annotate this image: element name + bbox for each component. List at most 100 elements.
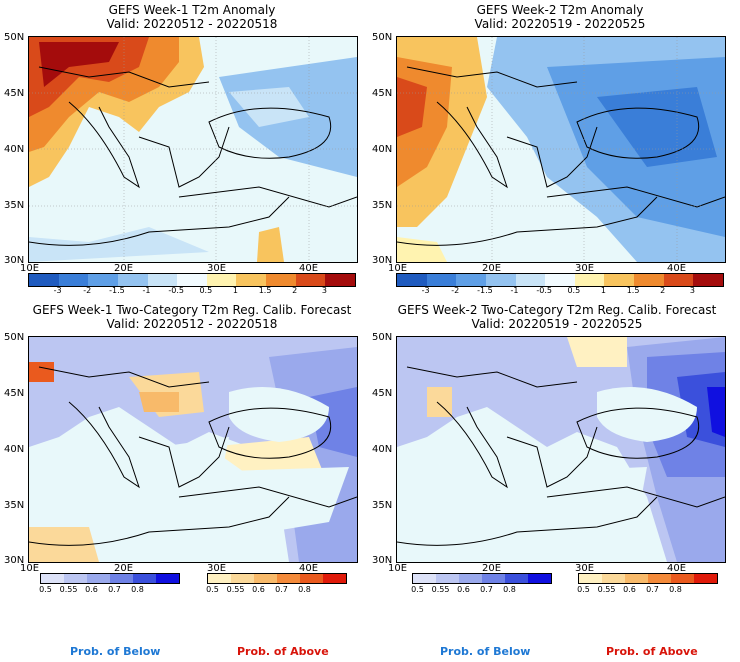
p1-lon-30: 30E [207, 263, 227, 274]
colorbar-swatch [648, 574, 671, 583]
colorbar-swatch [663, 274, 694, 286]
p4-lat-40: 40N [372, 444, 393, 455]
panel3-title: GEFS Week-1 Two-Category T2m Reg. Calib.… [8, 303, 376, 331]
colorbar-swatch [206, 274, 237, 286]
colorbar-swatch [266, 274, 296, 286]
colorbar-tick-label: 1 [600, 286, 606, 295]
colorbar-tick-label: 0.8 [131, 585, 144, 594]
p2-lat-50: 50N [372, 32, 393, 43]
p2-lon-40: 40E [667, 263, 687, 274]
prob-below-caption-1: Prob. of Below [70, 645, 161, 658]
colorbar-tick-label: 0.8 [669, 585, 682, 594]
colorbar-swatch [133, 574, 156, 583]
colorbar-tick-label: -3 [53, 286, 62, 295]
panel2-map [396, 36, 726, 263]
colorbar-tick-label: 1.5 [258, 286, 272, 295]
p1-lon-10: 10E [20, 263, 40, 274]
p4-lon-10: 10E [388, 563, 408, 574]
p2-lon-10: 10E [388, 263, 408, 274]
colorbar-tick-label: -1.5 [477, 286, 493, 295]
colorbar-tick-label: 0.55 [431, 585, 450, 594]
colorbar-tick-label: 0.6 [457, 585, 470, 594]
p4-lat-45: 45N [372, 388, 393, 399]
colorbar-swatch [413, 574, 436, 583]
colorbar-tick-label: -3 [421, 286, 430, 295]
p2-lat-45: 45N [372, 88, 393, 99]
colorbar-tick-label: 2 [292, 286, 298, 295]
p1-lon-40: 40E [299, 263, 319, 274]
panel4-title-line2: Valid: 20220519 - 20220525 [471, 317, 643, 331]
colorbar-swatch [231, 574, 254, 583]
colorbar-tick-label: 0.5 [39, 585, 52, 594]
colorbar-tick-label: -1 [510, 286, 519, 295]
colorbar-swatch [117, 274, 148, 286]
colorbar-swatch [634, 274, 664, 286]
colorbar-swatch [515, 274, 546, 286]
p3-lat-40: 40N [4, 444, 25, 455]
colorbar-swatch [505, 574, 528, 583]
colorbar-swatch [397, 274, 427, 286]
panel3-map [28, 336, 358, 563]
colorbar-tick-label: 0.6 [85, 585, 98, 594]
p4-lat-30: 30N [372, 555, 393, 566]
colorbar-swatch [436, 574, 459, 583]
colorbar-tick-label: 3 [321, 286, 327, 295]
p1-lat-50: 50N [4, 32, 25, 43]
p3-lat-35: 35N [4, 500, 25, 511]
colorbar-swatch [41, 574, 64, 583]
colorbar-swatch [300, 574, 323, 583]
colorbar-tick-label: 0.7 [108, 585, 121, 594]
colorbar-tick-label: 0.7 [275, 585, 288, 594]
prob-above-caption-1: Prob. of Above [237, 645, 329, 658]
colorbar-swatch [485, 274, 516, 286]
colorbar-tick-label: -0.5 [168, 286, 184, 295]
colorbar-tick-label: 0.5 [577, 585, 590, 594]
p4-lat-50: 50N [372, 332, 393, 343]
prob-below-colorbar-2 [412, 573, 552, 584]
prob-above-caption-2: Prob. of Above [606, 645, 698, 658]
colorbar-swatch [156, 574, 179, 583]
prob-above-colorbar-1 [207, 573, 347, 584]
panel1-title-line2: Valid: 20220512 - 20220518 [106, 17, 278, 31]
colorbar-swatch [426, 274, 457, 286]
colorbar-tick-label: 0.7 [646, 585, 659, 594]
panel4-title-line1: GEFS Week-2 Two-Category T2m Reg. Calib.… [397, 303, 717, 317]
p4-lon-20: 20E [482, 563, 502, 574]
p2-lat-40: 40N [372, 144, 393, 155]
colorbar-swatch [325, 274, 355, 286]
anomaly-colorbar-2 [396, 273, 724, 287]
colorbar-tick-label: -2 [451, 286, 460, 295]
colorbar-swatch [323, 574, 346, 583]
colorbar-swatch [456, 274, 486, 286]
p1-lat-35: 35N [4, 200, 25, 211]
p3-lat-30: 30N [4, 555, 25, 566]
colorbar-swatch [579, 574, 602, 583]
panel1-title-line1: GEFS Week-1 T2m Anomaly [108, 3, 276, 17]
p2-lon-30: 30E [575, 263, 595, 274]
panel3-title-line1: GEFS Week-1 Two-Category T2m Reg. Calib.… [32, 303, 352, 317]
p3-lon-20: 20E [114, 563, 134, 574]
p4-lon-40: 40E [667, 563, 687, 574]
colorbar-tick-label: -1.5 [109, 286, 125, 295]
colorbar-tick-label: 0.7 [480, 585, 493, 594]
colorbar-swatch [574, 274, 605, 286]
p4-lat-35: 35N [372, 500, 393, 511]
prob-below-caption-2: Prob. of Below [440, 645, 531, 658]
colorbar-tick-label: 0.55 [226, 585, 245, 594]
colorbar-swatch [602, 574, 625, 583]
panel4-map [396, 336, 726, 563]
colorbar-tick-label: 0.55 [597, 585, 616, 594]
colorbar-swatch [64, 574, 87, 583]
p3-lat-50: 50N [4, 332, 25, 343]
colorbar-swatch [254, 574, 277, 583]
colorbar-swatch [87, 574, 110, 583]
colorbar-swatch [604, 274, 634, 286]
colorbar-tick-label: 1.5 [626, 286, 640, 295]
colorbar-swatch [694, 574, 717, 583]
p3-lon-40: 40E [299, 563, 319, 574]
panel4-title: GEFS Week-2 Two-Category T2m Reg. Calib.… [376, 303, 738, 331]
prob-below-colorbar-1 [40, 573, 180, 584]
colorbar-tick-label: 2 [660, 286, 666, 295]
colorbar-tick-label: 0.5 [567, 286, 581, 295]
colorbar-tick-label: 0.8 [298, 585, 311, 594]
